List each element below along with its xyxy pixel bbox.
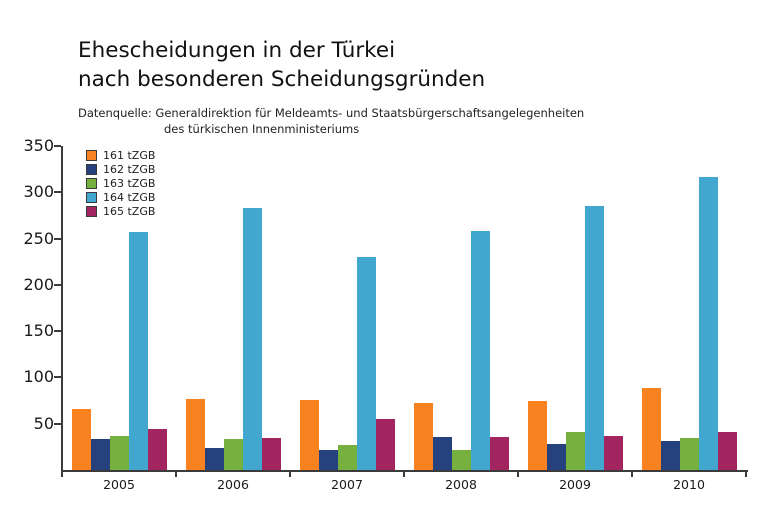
- legend-item-164-tzgb: 164 tZGB: [86, 191, 155, 204]
- legend-label-162-tzgb: 162 tZGB: [103, 163, 156, 176]
- y-tick-mark-200: [54, 283, 61, 286]
- x-tick-mark-2: [289, 470, 291, 477]
- legend-item-162-tzgb: 162 tZGB: [86, 163, 155, 176]
- bar-161-tzgb-2005: [72, 408, 91, 470]
- x-tick-mark-0: [61, 470, 63, 477]
- bar-165-tzgb-2008: [490, 436, 509, 470]
- chart-subtitle-line1: Datenquelle: Generaldirektion für Meldea…: [78, 106, 585, 120]
- bar-164-tzgb-2008: [471, 231, 490, 470]
- bar-163-tzgb-2008: [452, 449, 471, 470]
- x-category-label-2007: 2007: [331, 477, 363, 492]
- bar-165-tzgb-2005: [148, 429, 167, 470]
- y-tick-label-150: 150: [23, 321, 54, 341]
- chart-title-line1: Ehescheidungen in der Türkei: [78, 38, 396, 63]
- x-category-label-2009: 2009: [559, 477, 591, 492]
- bar-162-tzgb-2005: [91, 438, 110, 470]
- bar-162-tzgb-2006: [205, 447, 224, 470]
- legend-item-163-tzgb: 163 tZGB: [86, 177, 155, 190]
- y-tick-label-100: 100: [23, 367, 54, 387]
- legend-swatch-163-tzgb: [86, 178, 97, 189]
- legend-swatch-164-tzgb: [86, 192, 97, 203]
- y-tick-label-250: 250: [23, 228, 54, 248]
- bar-161-tzgb-2006: [186, 398, 205, 470]
- bar-163-tzgb-2007: [338, 445, 357, 470]
- chart-title: Ehescheidungen in der Türkei nach besond…: [78, 36, 485, 94]
- x-category-label-2008: 2008: [445, 477, 477, 492]
- x-tick-mark-4: [517, 470, 519, 477]
- chart-subtitle: Datenquelle: Generaldirektion für Meldea…: [78, 106, 584, 137]
- y-tick-mark-100: [54, 376, 61, 379]
- y-axis-line: [61, 146, 63, 472]
- y-tick-mark-300: [54, 191, 61, 194]
- x-tick-mark-3: [403, 470, 405, 477]
- bar-162-tzgb-2007: [319, 449, 338, 470]
- legend-item-161-tzgb: 161 tZGB: [86, 149, 155, 162]
- y-tick-mark-250: [54, 237, 61, 240]
- bar-164-tzgb-2007: [357, 257, 376, 470]
- y-tick-mark-50: [54, 422, 61, 425]
- bar-161-tzgb-2007: [300, 399, 319, 470]
- y-tick-label-50: 50: [33, 413, 54, 433]
- x-tick-mark-5: [631, 470, 633, 477]
- bar-164-tzgb-2005: [129, 232, 148, 470]
- x-category-label-2010: 2010: [673, 477, 705, 492]
- x-category-label-2006: 2006: [217, 477, 249, 492]
- legend-label-164-tzgb: 164 tZGB: [103, 191, 156, 204]
- legend-swatch-162-tzgb: [86, 164, 97, 175]
- bar-164-tzgb-2006: [243, 208, 262, 470]
- chart-subtitle-line2: des türkischen Innenministeriums: [164, 121, 360, 136]
- bar-161-tzgb-2008: [414, 403, 433, 470]
- bar-164-tzgb-2010: [699, 176, 718, 470]
- legend-swatch-165-tzgb: [86, 206, 97, 217]
- legend-label-161-tzgb: 161 tZGB: [103, 149, 156, 162]
- y-tick-label-350: 350: [23, 136, 54, 155]
- y-tick-mark-150: [54, 330, 61, 333]
- chart-title-line2: nach besonderen Scheidungsgründen: [78, 67, 486, 92]
- y-tick-label-200: 200: [23, 274, 54, 294]
- bar-163-tzgb-2009: [566, 432, 585, 470]
- legend-label-163-tzgb: 163 tZGB: [103, 177, 156, 190]
- legend-label-165-tzgb: 165 tZGB: [103, 205, 156, 218]
- bar-164-tzgb-2009: [585, 206, 604, 470]
- legend-item-165-tzgb: 165 tZGB: [86, 205, 155, 218]
- bar-161-tzgb-2010: [642, 387, 661, 470]
- y-tick-label-300: 300: [23, 182, 54, 202]
- x-category-label-2005: 2005: [103, 477, 135, 492]
- bar-165-tzgb-2006: [262, 437, 281, 470]
- bar-165-tzgb-2009: [604, 435, 623, 470]
- bar-163-tzgb-2010: [680, 437, 699, 470]
- x-tick-mark-1: [175, 470, 177, 477]
- bar-162-tzgb-2010: [661, 441, 680, 470]
- bar-163-tzgb-2006: [224, 438, 243, 470]
- y-tick-mark-350: [54, 145, 61, 147]
- legend-swatch-161-tzgb: [86, 150, 97, 161]
- bar-162-tzgb-2008: [433, 436, 452, 470]
- bar-161-tzgb-2009: [528, 400, 547, 470]
- bar-165-tzgb-2010: [718, 432, 737, 470]
- legend: 161 tZGB 162 tZGB 163 tZGB 164 tZGB 165 tZGB: [86, 149, 155, 218]
- bar-162-tzgb-2009: [547, 444, 566, 470]
- bar-165-tzgb-2007: [376, 419, 395, 470]
- bar-163-tzgb-2005: [110, 435, 129, 470]
- x-tick-mark-6: [745, 470, 747, 477]
